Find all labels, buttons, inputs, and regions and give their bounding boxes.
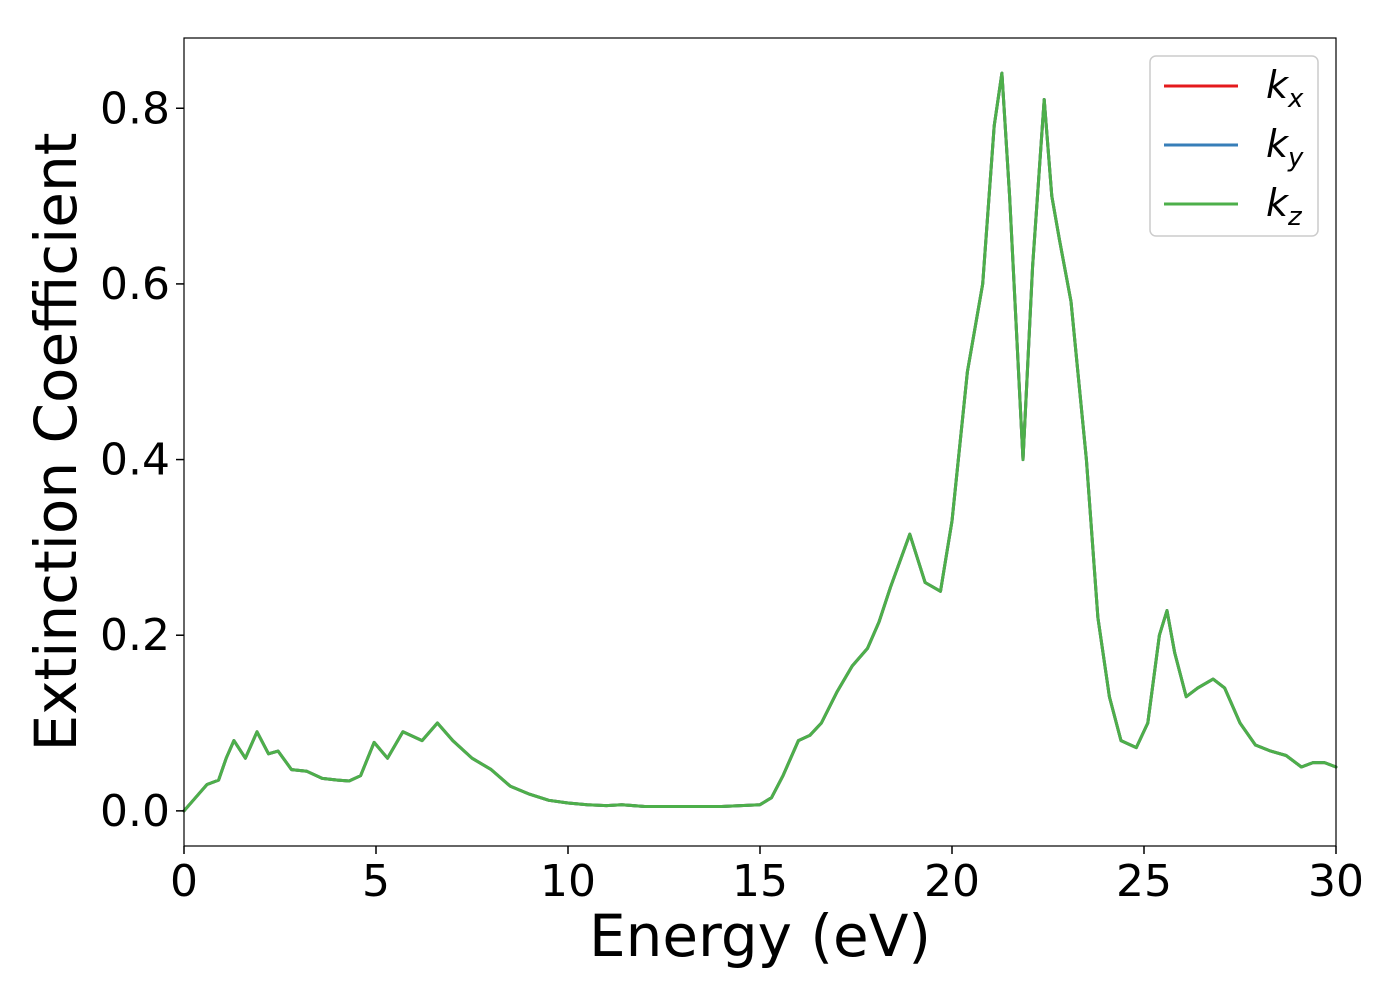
x-tick-label: 15 [732, 856, 788, 907]
series-line-k-z [182, 71, 1338, 813]
y-tick-label: 0.0 [100, 786, 170, 837]
x-tick-label: 5 [362, 856, 390, 907]
x-axis-title: Energy (eV) [589, 902, 931, 970]
y-axis-title: Extinction Coefficient [22, 133, 90, 752]
y-axis-ticks: 0.0 0.2 0.4 0.6 0.8 [100, 83, 184, 837]
x-tick-label: 0 [170, 856, 198, 907]
y-tick-label: 0.2 [100, 610, 170, 661]
y-tick-label: 0.8 [100, 83, 170, 134]
legend-label-k-z: kz [1266, 181, 1303, 232]
y-tick-label: 0.4 [100, 435, 170, 486]
legend: kx ky kz [1149, 55, 1319, 237]
y-tick-label: 0.6 [100, 259, 170, 310]
x-tick-label: 30 [1308, 856, 1364, 907]
series-lines [182, 71, 1338, 813]
legend-label-k-x: kx [1266, 63, 1304, 114]
x-axis-ticks: 0 5 10 15 20 25 30 [170, 846, 1364, 907]
x-tick-label: 10 [540, 856, 596, 907]
legend-label-k-y: ky [1266, 122, 1304, 173]
x-tick-label: 20 [924, 856, 980, 907]
x-tick-label: 25 [1116, 856, 1172, 907]
